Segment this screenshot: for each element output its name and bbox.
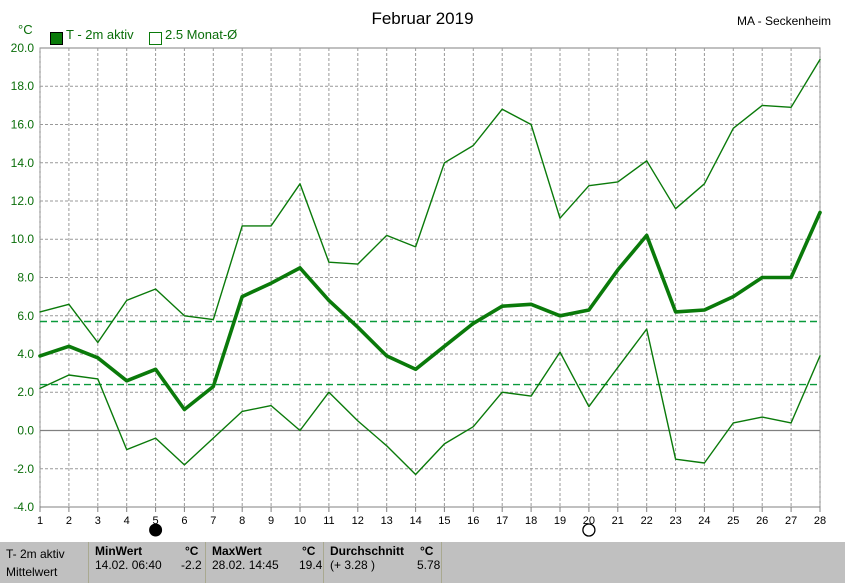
svg-text:27: 27 bbox=[785, 515, 797, 527]
svg-text:23: 23 bbox=[669, 515, 681, 527]
svg-text:14: 14 bbox=[409, 515, 421, 527]
svg-text:2.0: 2.0 bbox=[17, 385, 34, 399]
svg-text:14.0: 14.0 bbox=[11, 156, 35, 170]
svg-text:8: 8 bbox=[239, 515, 245, 527]
svg-text:8.0: 8.0 bbox=[17, 271, 34, 285]
svg-text:15: 15 bbox=[438, 515, 450, 527]
svg-text:3: 3 bbox=[95, 515, 101, 527]
svg-text:10.0: 10.0 bbox=[11, 232, 35, 246]
svg-text:28: 28 bbox=[814, 515, 826, 527]
svg-text:25: 25 bbox=[727, 515, 739, 527]
svg-text:16.0: 16.0 bbox=[11, 118, 35, 132]
svg-text:9: 9 bbox=[268, 515, 274, 527]
svg-text:-2.0: -2.0 bbox=[13, 462, 34, 476]
svg-text:17: 17 bbox=[496, 515, 508, 527]
svg-text:4: 4 bbox=[124, 515, 130, 527]
svg-text:12.0: 12.0 bbox=[11, 194, 35, 208]
svg-text:26: 26 bbox=[756, 515, 768, 527]
svg-text:6.0: 6.0 bbox=[17, 309, 34, 323]
svg-text:22: 22 bbox=[641, 515, 653, 527]
svg-text:20.0: 20.0 bbox=[11, 41, 35, 55]
svg-text:11: 11 bbox=[323, 515, 334, 527]
svg-text:21: 21 bbox=[612, 515, 624, 527]
svg-text:18: 18 bbox=[525, 515, 537, 527]
svg-text:7: 7 bbox=[210, 515, 216, 527]
svg-text:1: 1 bbox=[37, 515, 43, 527]
svg-text:19: 19 bbox=[554, 515, 566, 527]
svg-text:0.0: 0.0 bbox=[17, 424, 34, 438]
svg-text:-4.0: -4.0 bbox=[13, 500, 34, 514]
svg-text:24: 24 bbox=[698, 515, 710, 527]
svg-text:18.0: 18.0 bbox=[11, 79, 35, 93]
svg-text:10: 10 bbox=[294, 515, 306, 527]
svg-text:4.0: 4.0 bbox=[17, 347, 34, 361]
svg-text:16: 16 bbox=[467, 515, 479, 527]
svg-text:12: 12 bbox=[352, 515, 364, 527]
svg-text:2: 2 bbox=[66, 515, 72, 527]
svg-text:6: 6 bbox=[181, 515, 187, 527]
svg-text:13: 13 bbox=[381, 515, 393, 527]
